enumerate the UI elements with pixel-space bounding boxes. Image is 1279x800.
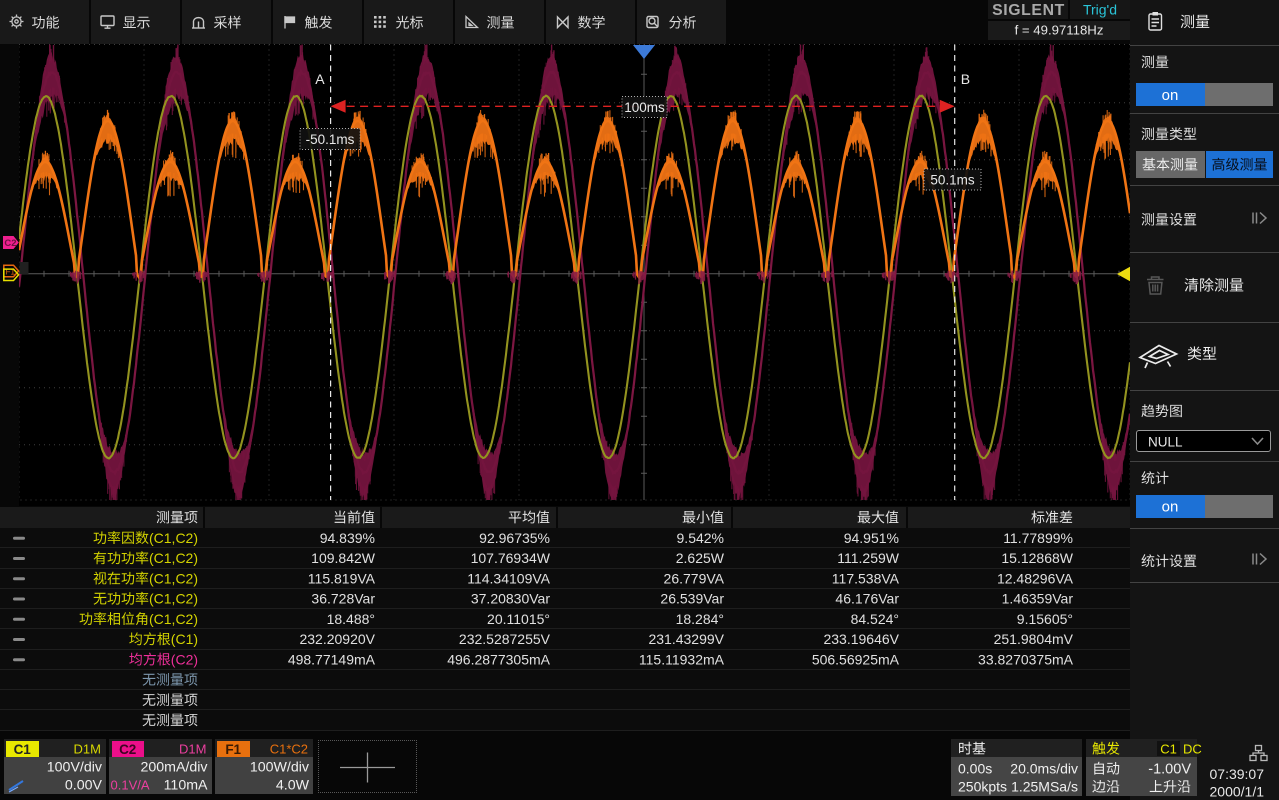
svg-text:109.842W: 109.842W (311, 550, 376, 566)
svg-text:07:39:07: 07:39:07 (1210, 766, 1265, 782)
svg-text:18.488°: 18.488° (327, 611, 375, 627)
svg-text:0.00s: 0.00s (958, 761, 992, 777)
svg-text:C1: C1 (14, 742, 32, 757)
svg-text:-1.00V: -1.00V (1148, 762, 1191, 778)
svg-text:114.34109VA: 114.34109VA (467, 570, 550, 586)
svg-text:20.0ms/div: 20.0ms/div (1010, 761, 1078, 777)
svg-text:232.20920V: 232.20920V (299, 631, 375, 647)
svg-text:D1M: D1M (179, 742, 206, 757)
svg-text:2.625W: 2.625W (676, 550, 725, 566)
svg-text:107.76934W: 107.76934W (471, 550, 551, 566)
svg-text:26.539Var: 26.539Var (660, 591, 724, 607)
svg-text:117.538VA: 117.538VA (832, 570, 900, 586)
svg-text:498.77149mA: 498.77149mA (288, 651, 376, 667)
svg-text:94.839%: 94.839% (320, 530, 375, 546)
svg-text:0.00V: 0.00V (65, 778, 103, 794)
svg-text:250kpts: 250kpts (958, 779, 1007, 795)
svg-text:231.43299V: 231.43299V (648, 631, 724, 647)
svg-text:84.524°: 84.524° (851, 611, 899, 627)
svg-text:2000/1/1: 2000/1/1 (1210, 784, 1265, 800)
svg-text:251.9804mV: 251.9804mV (994, 631, 1074, 647)
svg-text:20.11015°: 20.11015° (487, 611, 550, 627)
svg-text:F1: F1 (6, 268, 16, 277)
svg-text:50.1ms: 50.1ms (930, 172, 975, 187)
svg-text:(C1): (C1) (171, 631, 198, 647)
svg-text:(C1,C2): (C1,C2) (149, 530, 198, 546)
svg-text:92.96735%: 92.96735% (479, 530, 550, 546)
svg-text:506.56925mA: 506.56925mA (812, 651, 900, 667)
svg-text:C1: C1 (1160, 741, 1177, 756)
svg-text:200mA/div: 200mA/div (140, 760, 208, 776)
svg-text:36.728Var: 36.728Var (311, 591, 375, 607)
svg-text:B: B (961, 71, 970, 87)
svg-text:SIGLENT: SIGLENT (992, 2, 1065, 19)
svg-text:9.542%: 9.542% (677, 530, 724, 546)
svg-text:0.1V/A: 0.1V/A (111, 778, 150, 793)
svg-text:115.819VA: 115.819VA (308, 570, 376, 586)
svg-text:12.48296VA: 12.48296VA (997, 570, 1074, 586)
svg-text:232.5287255V: 232.5287255V (459, 631, 551, 647)
svg-text:496.2877305mA: 496.2877305mA (447, 651, 550, 667)
svg-text:f = 49.97118Hz: f = 49.97118Hz (1015, 23, 1104, 38)
svg-text:4.0W: 4.0W (276, 778, 310, 794)
svg-text:233.19646V: 233.19646V (823, 631, 899, 647)
svg-text:D1M: D1M (74, 742, 101, 757)
svg-text:115.11932mA: 115.11932mA (639, 651, 725, 667)
svg-text:9.15605°: 9.15605° (1017, 611, 1073, 627)
svg-text:F1: F1 (225, 742, 241, 757)
svg-text:110mA: 110mA (164, 778, 208, 794)
svg-text:-50.1ms: -50.1ms (306, 132, 355, 147)
svg-text:15.12868W: 15.12868W (1001, 550, 1073, 566)
svg-text:DC: DC (1183, 741, 1202, 756)
svg-text:(C2): (C2) (171, 651, 198, 667)
svg-text:NULL: NULL (1148, 435, 1183, 450)
svg-text:A: A (315, 71, 325, 87)
svg-text:C2: C2 (119, 742, 136, 757)
svg-text:on: on (1162, 87, 1179, 104)
svg-text:C2: C2 (4, 238, 16, 249)
svg-text:26.779VA: 26.779VA (664, 570, 725, 586)
svg-text:(C1,C2): (C1,C2) (149, 550, 198, 566)
svg-text:100W/div: 100W/div (250, 760, 310, 776)
svg-text:1.25MSa/s: 1.25MSa/s (1011, 779, 1078, 795)
svg-text:1.46359Var: 1.46359Var (1002, 591, 1074, 607)
svg-text:37.20830Var: 37.20830Var (471, 591, 550, 607)
svg-text:94.951%: 94.951% (844, 530, 899, 546)
svg-text:Trig'd: Trig'd (1083, 2, 1117, 18)
svg-text:on: on (1162, 498, 1179, 515)
svg-text:18.284°: 18.284° (676, 611, 724, 627)
svg-text:(C1,C2): (C1,C2) (149, 570, 198, 586)
svg-text:100V/div: 100V/div (47, 760, 103, 776)
svg-text:(C1,C2): (C1,C2) (149, 611, 198, 627)
svg-text:33.8270375mA: 33.8270375mA (978, 651, 1074, 667)
svg-text:100ms: 100ms (624, 100, 665, 115)
svg-text:11.77899%: 11.77899% (1003, 530, 1073, 546)
svg-text:C1*C2: C1*C2 (270, 742, 308, 757)
svg-text:111.259W: 111.259W (837, 550, 900, 566)
svg-text:(C1,C2): (C1,C2) (149, 591, 198, 607)
svg-text:46.176Var: 46.176Var (835, 591, 899, 607)
